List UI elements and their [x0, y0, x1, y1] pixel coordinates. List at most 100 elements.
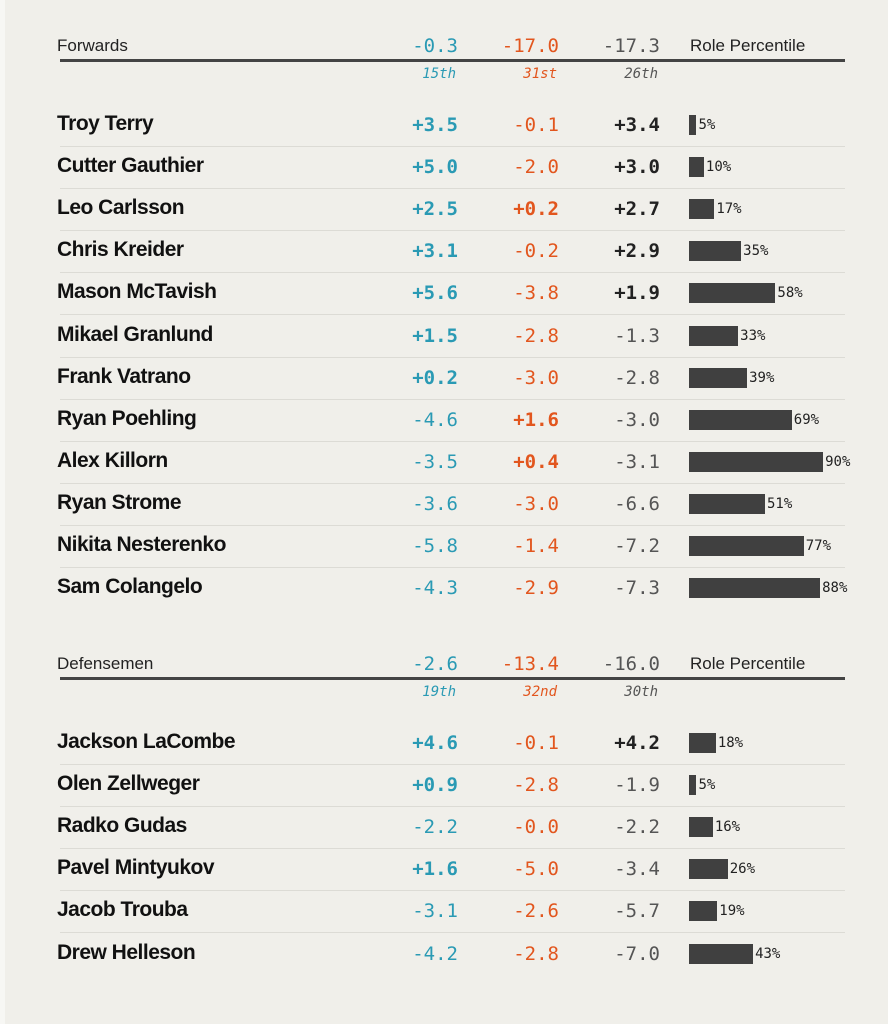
percentile-bar — [689, 901, 718, 922]
section-title: Defensemen — [57, 654, 154, 673]
row-separator — [60, 440, 845, 442]
row-separator — [60, 188, 845, 190]
percentile-header: Role Percentile — [690, 36, 806, 55]
stat: +2.5 — [412, 198, 458, 221]
percentile-bar — [689, 943, 754, 964]
rank: 31st — [523, 66, 557, 82]
stat: +2.7 — [614, 198, 660, 221]
percentile-label: 39% — [749, 369, 775, 386]
stat: -2.6 — [513, 900, 559, 923]
stat: -1.3 — [614, 324, 660, 347]
percentile-bar — [689, 367, 748, 388]
stat: -5.0 — [513, 858, 559, 881]
stat: -3.5 — [412, 450, 458, 473]
stat: -4.3 — [412, 577, 458, 600]
player-name: Drew Helleson — [57, 940, 196, 964]
percentile-bar — [689, 283, 776, 304]
percentile-bar — [689, 859, 728, 880]
percentile-label: 10% — [705, 159, 732, 176]
player-name: Frank Vatrano — [57, 364, 191, 388]
percentile-label: 69% — [793, 411, 820, 428]
percentile-label: 17% — [716, 201, 742, 218]
stat: -0.0 — [513, 816, 559, 839]
percentile-bar — [689, 409, 792, 430]
percentile-label: 19% — [719, 903, 745, 920]
stat: -3.1 — [412, 900, 458, 923]
total: -17.3 — [602, 35, 660, 57]
stat: -3.4 — [614, 858, 660, 881]
section-title: Forwards — [57, 36, 128, 55]
percentile-label: 5% — [698, 777, 716, 794]
stat: +1.9 — [614, 282, 660, 305]
stat: +5.0 — [412, 156, 458, 179]
stat: +5.6 — [412, 282, 458, 305]
stat: +3.0 — [614, 156, 660, 179]
percentile-bar — [689, 733, 716, 753]
stat: -7.2 — [614, 535, 660, 557]
stat: -3.0 — [513, 492, 559, 515]
stat: +4.6 — [412, 732, 458, 754]
player-name: Mason McTavish — [57, 280, 217, 304]
percentile-bar — [689, 536, 804, 556]
row-separator — [60, 356, 845, 358]
row-separator — [60, 230, 845, 232]
percentile-label: 35% — [743, 243, 769, 260]
total: -2.6 — [412, 653, 458, 675]
row-separator — [60, 482, 845, 484]
stat: -5.8 — [412, 535, 458, 557]
stat: -2.8 — [614, 366, 660, 389]
stat: +1.6 — [412, 858, 458, 881]
stat: -7.0 — [614, 942, 660, 965]
stat: +1.6 — [513, 408, 559, 431]
stat: -2.2 — [412, 816, 458, 839]
player-name: Jacob Trouba — [57, 898, 188, 922]
player-name: Pavel Mintyukov — [57, 856, 215, 880]
stat: -0.2 — [513, 240, 559, 263]
stat: +1.5 — [412, 324, 458, 347]
rank: 15th — [422, 66, 456, 82]
percentile-bar — [689, 775, 697, 796]
stat: +3.4 — [614, 114, 660, 136]
stat: -2.8 — [513, 942, 559, 965]
rank: 32nd — [523, 684, 557, 700]
stat: -3.0 — [513, 366, 559, 389]
percentile-bar — [689, 199, 715, 220]
rank: 26th — [624, 66, 658, 82]
percentile-label: 5% — [698, 117, 716, 133]
row-separator — [60, 806, 845, 808]
stat: -3.8 — [513, 282, 559, 305]
percentile-bar — [689, 241, 742, 262]
percentile-label: 77% — [805, 538, 832, 554]
percentile-header: Role Percentile — [690, 654, 806, 673]
player-name: Alex Killorn — [57, 448, 168, 472]
stat: -1.9 — [614, 774, 660, 797]
percentile-bar — [689, 325, 739, 346]
stat: +3.5 — [412, 114, 458, 136]
percentile-label: 58% — [777, 285, 803, 302]
stat: +4.2 — [614, 732, 660, 754]
percentile-label: 43% — [755, 945, 781, 962]
stat: -1.4 — [513, 535, 559, 557]
stat: -5.7 — [614, 900, 660, 923]
stat: +0.9 — [412, 774, 458, 797]
percentile-label: 88% — [822, 580, 848, 597]
stat: +0.4 — [513, 450, 559, 473]
percentile-bar — [689, 115, 697, 135]
player-name: Mikael Granlund — [57, 322, 213, 346]
row-separator — [60, 890, 845, 892]
percentile-label: 26% — [729, 861, 756, 878]
stat: -2.0 — [513, 156, 559, 179]
player-name: Cutter Gauthier — [57, 154, 204, 178]
percentile-bar — [689, 493, 765, 514]
percentile-label: 90% — [825, 453, 851, 470]
percentile-bar — [689, 451, 824, 472]
percentile-label: 18% — [717, 735, 744, 751]
percentile-bar — [689, 578, 821, 599]
stat: -3.1 — [614, 450, 660, 473]
row-separator — [60, 567, 845, 568]
player-name: Radko Gudas — [57, 814, 187, 838]
rank: 30th — [624, 684, 658, 700]
stat: -2.9 — [513, 577, 559, 600]
player-name: Sam Colangelo — [57, 575, 203, 599]
